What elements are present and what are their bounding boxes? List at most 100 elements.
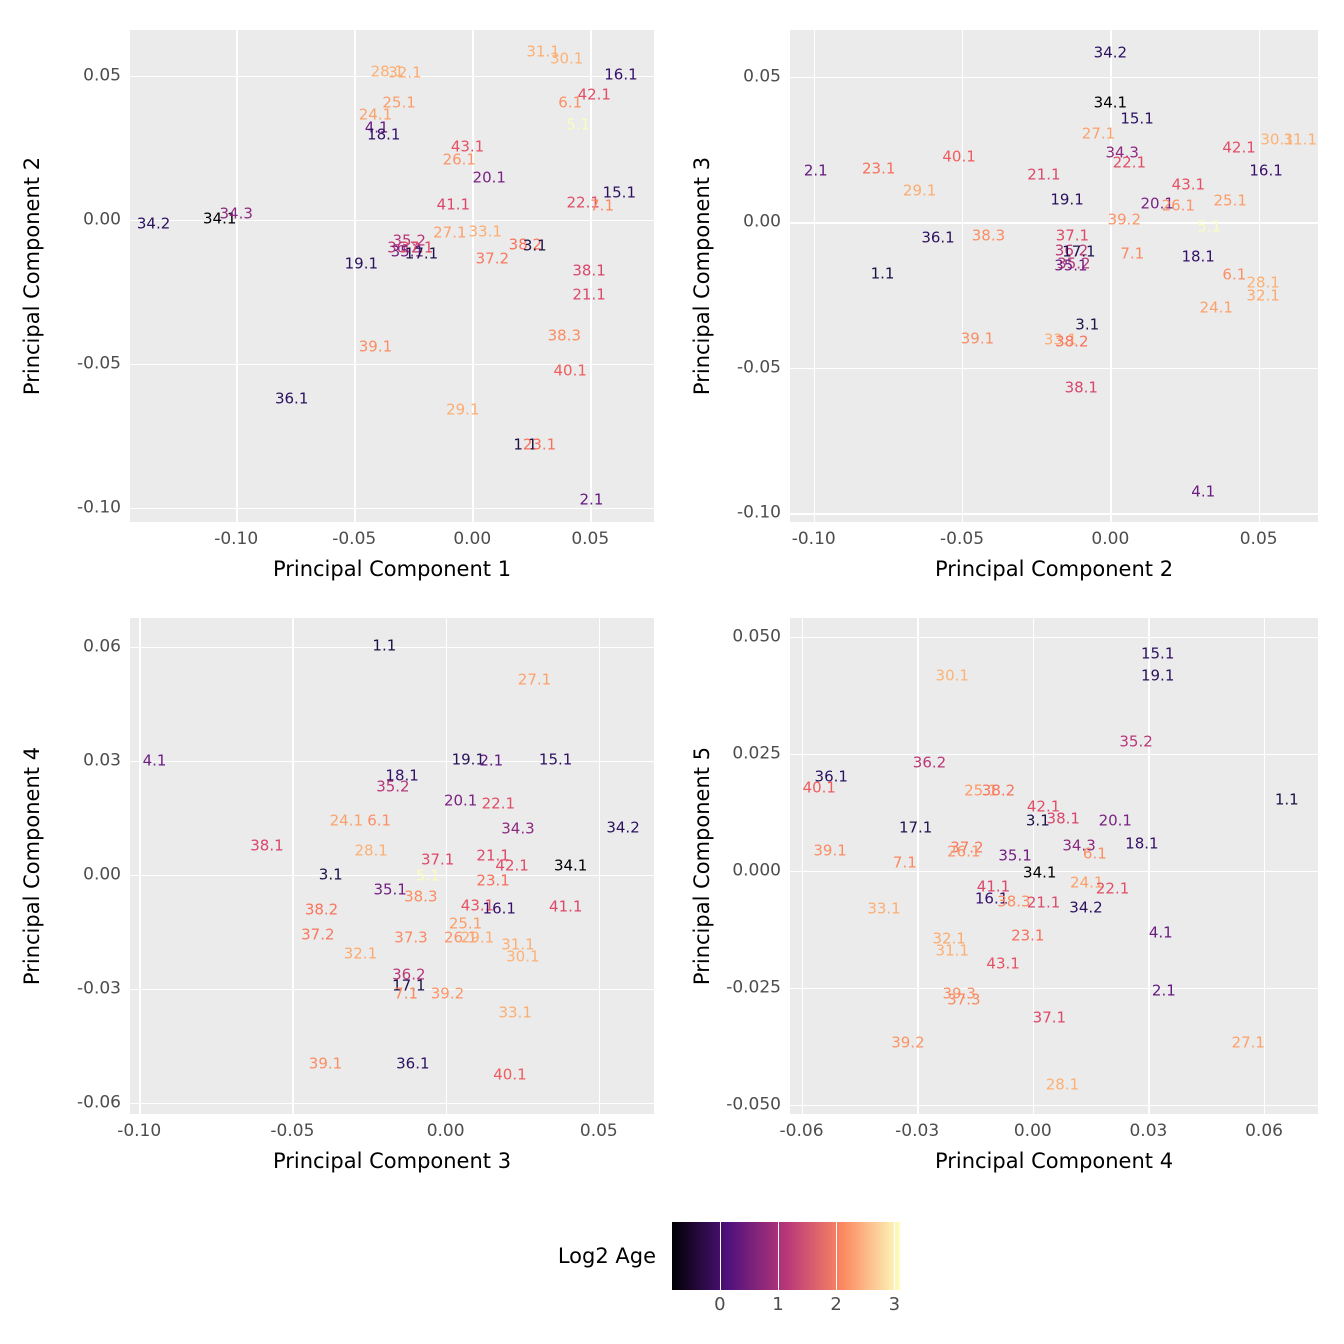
data-point-label: 34.2 <box>136 214 171 233</box>
data-point-label: 34.3 <box>501 819 535 838</box>
data-point-label: 39.3 <box>942 984 976 1003</box>
data-point-label: 2.1 <box>579 490 604 509</box>
data-point-label: 15.1 <box>602 183 636 202</box>
x-tick-label: 0.05 <box>579 1121 618 1141</box>
colorbar-tick <box>778 1222 780 1290</box>
y-axis-title: Principal Component 2 <box>20 156 44 396</box>
data-point-label: 34.3 <box>1105 143 1139 162</box>
data-point-label: 27.1 <box>517 670 552 689</box>
data-point-label: 28.1 <box>370 62 404 81</box>
data-point-label: 34.3 <box>219 204 253 223</box>
data-point-label: 19.1 <box>344 254 379 273</box>
data-point-label: 19.1 <box>451 750 485 769</box>
data-point-label: 3.1 <box>1075 315 1100 334</box>
colorbar-tick-labels: 0 1 2 3 <box>672 1296 900 1320</box>
data-point-label: 34.1 <box>202 209 237 228</box>
data-point-label: 34.1 <box>1093 93 1128 112</box>
data-point-label: 16.1 <box>974 889 1009 908</box>
data-point-label: 32.1 <box>1246 286 1280 304</box>
gridline-x <box>962 30 964 522</box>
data-point-label: 3.1 <box>318 865 343 884</box>
data-point-label: 24.1 <box>329 811 364 830</box>
x-tick-label: -0.05 <box>270 1121 315 1141</box>
x-tick-label: -0.05 <box>332 529 377 549</box>
x-tick-label: -0.10 <box>791 529 836 549</box>
data-point-label: 25.1 <box>382 93 416 111</box>
data-point-label: 16.1 <box>482 899 516 918</box>
panel-pc4-vs-pc5: Principal Component 5 Principal Componen… <box>672 600 1344 1186</box>
data-point-label: 40.1 <box>553 361 587 380</box>
gridline-x <box>354 30 356 522</box>
data-point-label: 35.1 <box>373 880 407 899</box>
data-point-label: 42.1 <box>577 85 611 104</box>
x-tick-label: -0.05 <box>940 529 985 549</box>
data-point-label: 22.1 <box>481 794 516 813</box>
data-point-label: 35.1 <box>998 846 1032 865</box>
data-point-label: 38.3 <box>547 326 581 345</box>
colorbar-tick-label: 0 <box>714 1294 726 1315</box>
data-point-label: 38.2 <box>981 781 1016 800</box>
gridline-x <box>1148 618 1150 1114</box>
data-point-label: 24.1 <box>358 105 393 124</box>
x-tick-label: -0.10 <box>214 529 259 549</box>
y-tick-label: 0.00 <box>743 211 781 232</box>
y-tick-label: -0.050 <box>726 1094 781 1115</box>
data-point-label: 1.1 <box>870 264 895 283</box>
data-point-label: 28.1 <box>354 841 388 860</box>
data-point-label: 32.1 <box>932 929 966 948</box>
y-tick-label: -0.10 <box>77 497 121 518</box>
data-point-label: 23.1 <box>1011 926 1045 945</box>
colorbar-tick <box>719 1222 721 1290</box>
data-point-label: 37.1 <box>420 850 455 869</box>
y-tick-label: -0.03 <box>77 978 121 999</box>
gridline-x <box>598 618 601 1114</box>
data-point-label: 29.1 <box>446 400 480 419</box>
data-point-label: 21.1 <box>476 846 510 865</box>
data-point-label: 39.1 <box>960 329 995 348</box>
data-point-label: 35.2 <box>1119 732 1153 751</box>
data-point-label: 43.1 <box>460 896 495 915</box>
gridline-y <box>790 987 1318 990</box>
data-point-label: 23.1 <box>861 159 896 178</box>
y-tick-label: 0.000 <box>732 860 781 881</box>
gridline-y <box>790 222 1318 224</box>
data-point-label: 18.1 <box>1181 247 1215 266</box>
data-point-label: 41.1 <box>976 877 1011 896</box>
data-point-label: 31.1 <box>935 941 969 960</box>
data-point-label: 38.1 <box>250 836 284 855</box>
data-point-label: 7.1 <box>394 984 419 1003</box>
data-point-label: 3.1 <box>1025 811 1050 830</box>
gridline-y <box>790 367 1318 370</box>
data-point-label: 36.1 <box>921 228 955 247</box>
data-point-label: 15.1 <box>538 750 573 769</box>
colorbar-tick-label: 2 <box>830 1294 842 1315</box>
data-point-label: 23.1 <box>476 871 510 890</box>
data-point-label: 2.1 <box>479 751 504 770</box>
colorbar-tick-label: 3 <box>888 1294 901 1315</box>
x-tick-label: 0.00 <box>453 529 492 549</box>
data-point-label: 42.1 <box>1026 797 1061 816</box>
data-point-label: 43.1 <box>1171 175 1206 194</box>
data-point-label: 6.1 <box>558 93 583 111</box>
gridline-x <box>1264 618 1266 1114</box>
gridline-x <box>801 618 803 1114</box>
y-tick-label: 0.06 <box>83 636 121 656</box>
data-point-label: 15.1 <box>1140 644 1175 663</box>
gridline-y <box>790 1104 1318 1107</box>
data-point-label: 35.1 <box>1054 256 1088 275</box>
data-point-label: 1.1 <box>1274 790 1299 809</box>
data-point-label: 4.1 <box>142 751 167 770</box>
plot-area: 34.2 34.1 15.1 27.1 34.3 40.1 42.1 30.1 31.1 16.1… <box>790 30 1318 522</box>
data-point-label: 18.1 <box>1125 834 1159 853</box>
data-point-label: 17.1 <box>392 976 426 995</box>
data-point-label: 5.1 <box>566 115 591 134</box>
y-tick-label: 0.00 <box>83 209 121 230</box>
data-point-label: 1.1 <box>372 636 397 655</box>
x-axis-title: Principal Component 2 <box>934 557 1174 581</box>
data-point-label: 31.1 <box>1283 130 1317 149</box>
gridline-x <box>1032 618 1035 1114</box>
data-point-label: 6.1 <box>367 811 392 830</box>
data-point-label: 24.1 <box>1070 873 1104 892</box>
x-tick-label: -0.06 <box>779 1121 824 1141</box>
y-tick-label: 0.00 <box>83 864 121 885</box>
